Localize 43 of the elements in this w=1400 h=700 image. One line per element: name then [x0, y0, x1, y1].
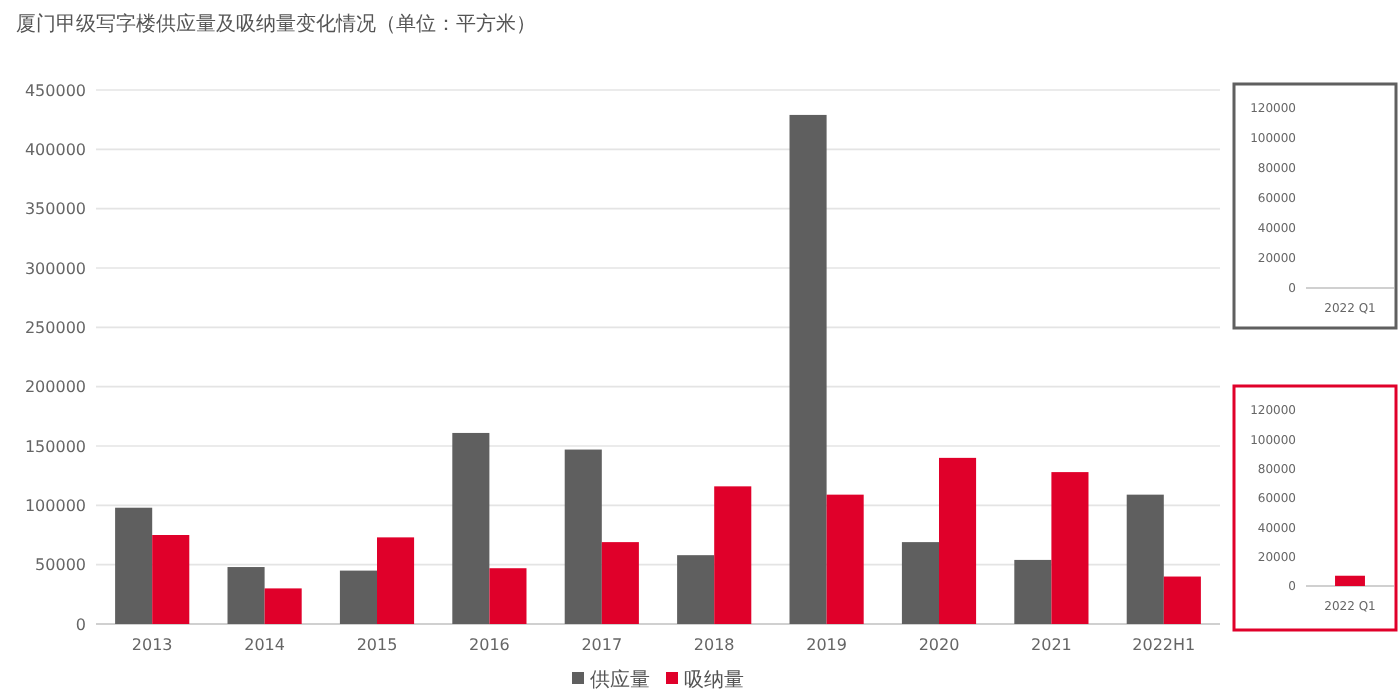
bar: [677, 555, 715, 624]
bar: [1163, 576, 1201, 624]
x-tick-label: 2018: [693, 636, 735, 654]
bar: [1126, 494, 1164, 624]
bar: [115, 507, 153, 624]
x-tick-label: 2022H1: [1132, 636, 1196, 654]
bar: [264, 588, 302, 624]
legend-label: 吸纳量: [684, 668, 744, 692]
legend-label: 供应量: [590, 668, 650, 692]
bar: [227, 567, 265, 624]
x-tick-label: 2016: [469, 636, 510, 654]
bar: [826, 494, 864, 624]
y-tick-label: 100000: [24, 496, 86, 515]
y-tick-label: 0: [75, 615, 86, 634]
y-tick-label: 150000: [24, 437, 86, 456]
bar: [152, 535, 190, 624]
y-tick-label: 350000: [24, 200, 86, 219]
x-tick-label: 2015: [356, 636, 398, 654]
y-tick-label: 450000: [24, 81, 86, 100]
x-tick-label: 2017: [581, 636, 623, 654]
bar: [789, 114, 827, 624]
bar: [901, 542, 939, 624]
bar: [452, 432, 490, 624]
bar: [601, 542, 639, 624]
bar: [714, 486, 752, 624]
x-tick-label: 2019: [806, 636, 847, 654]
x-tick-label: 2014: [244, 636, 285, 654]
bar: [377, 537, 415, 624]
bar: [339, 570, 377, 624]
bar: [939, 457, 977, 624]
y-tick-label: 200000: [24, 378, 86, 397]
bar: [489, 568, 527, 624]
y-tick-label: 300000: [24, 259, 86, 278]
bar: [564, 449, 602, 624]
y-tick-label: 250000: [24, 318, 86, 337]
x-tick-label: 2020: [918, 636, 960, 654]
bar: [1014, 559, 1052, 624]
bar: [1051, 472, 1089, 624]
x-tick-label: 2013: [131, 636, 173, 654]
chart-title: 厦门甲级写字楼供应量及吸纳量变化情况（单位：平方米）: [16, 12, 536, 36]
x-tick-label: 2021: [1031, 636, 1072, 654]
y-tick-label: 50000: [35, 556, 86, 575]
y-tick-label: 400000: [24, 140, 86, 159]
